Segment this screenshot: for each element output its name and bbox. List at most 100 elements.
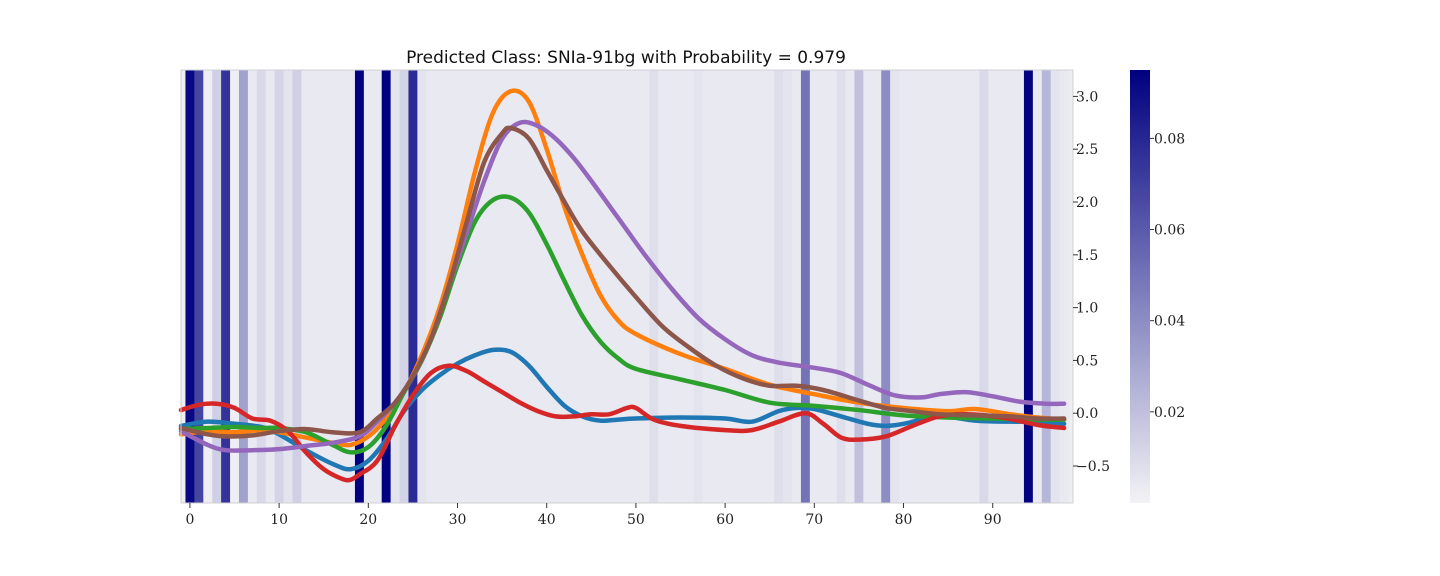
x-tick-label: 0 (185, 512, 194, 528)
attention-band (185, 70, 195, 503)
attention-band (390, 70, 400, 503)
attention-band (372, 70, 383, 503)
attention-band (845, 70, 855, 503)
attention-band (631, 70, 641, 503)
series-line-6 (178, 125, 1067, 439)
attention-band (827, 70, 838, 503)
attention-band (506, 70, 516, 503)
attention-band (890, 70, 900, 503)
attention-band (872, 70, 882, 503)
attention-band (1050, 70, 1061, 503)
attention-band (934, 70, 945, 503)
attention-band (479, 70, 490, 503)
attention-band (613, 70, 623, 503)
attention-band (863, 70, 873, 503)
attention-band (649, 70, 659, 503)
attention-band (256, 70, 267, 503)
y-tick-label: 0.5 (1076, 353, 1098, 369)
attention-band (943, 70, 953, 503)
attention-band (542, 70, 552, 503)
attention-band (997, 70, 1007, 503)
attention-band (640, 70, 650, 503)
x-tick-label: 20 (359, 512, 377, 528)
attention-band (247, 70, 258, 503)
colorbar-tick-label: 0.02 (1154, 405, 1185, 421)
attention-band (337, 70, 347, 503)
series-line-5 (178, 119, 1067, 453)
attention-band (1059, 70, 1069, 503)
attention-band (792, 70, 802, 503)
attention-band (676, 70, 686, 503)
attention-band (203, 70, 213, 503)
attention-band (702, 70, 713, 503)
y-tick-label: 1.0 (1076, 301, 1098, 317)
y-tick-label: 1.5 (1076, 248, 1098, 264)
attention-band (907, 70, 918, 503)
attention-band (720, 70, 730, 503)
attention-band (292, 70, 302, 503)
chart-title: Predicted Class: SNIa-91bg with Probabil… (406, 48, 846, 68)
attention-band (408, 70, 418, 503)
attention-band (417, 70, 427, 503)
colorbar-tick-label: 0.08 (1154, 131, 1185, 147)
attention-band (363, 70, 374, 503)
attention-band (881, 70, 891, 503)
attention-band (569, 70, 579, 503)
attention-band (952, 70, 962, 503)
attention-band (426, 70, 436, 503)
attention-band (577, 70, 588, 503)
x-axis: 0 10 20 30 40 50 60 70 80 90 (185, 503, 1002, 528)
x-tick-label: 30 (449, 512, 467, 528)
attention-band (524, 70, 534, 503)
attention-band (1032, 70, 1043, 503)
attention-band (729, 70, 739, 503)
x-tick-label: 80 (895, 512, 913, 528)
attention-band (818, 70, 829, 503)
attention-band (595, 70, 606, 503)
attention-band (328, 70, 338, 503)
attention-band (194, 70, 204, 503)
attention-band (488, 70, 499, 503)
plot-area (178, 69, 1074, 504)
colorbar-gradient (1130, 70, 1150, 503)
attention-band (693, 70, 704, 503)
attention-band (533, 70, 543, 503)
attention-band (756, 70, 766, 503)
attention-band (988, 70, 998, 503)
attention-band (551, 70, 561, 503)
attention-band (979, 70, 989, 503)
attention-band (212, 70, 222, 503)
colorbar-ticks: 0.02 0.04 0.06 0.08 (1150, 131, 1185, 421)
attention-band (435, 70, 445, 503)
y-tick-label: 0.0 (1076, 406, 1098, 422)
attention-band (738, 70, 748, 503)
attention-band (854, 70, 864, 503)
attention-band (1006, 70, 1016, 503)
y-axis: −0.5 0.0 0.5 1.0 1.5 2.0 2.5 3.0 (1073, 89, 1110, 475)
y-tick-label: 3.0 (1076, 89, 1098, 105)
attention-band (809, 70, 820, 503)
colorbar-tick-label: 0.06 (1154, 223, 1185, 239)
attention-band (265, 70, 276, 503)
attention-bands (185, 70, 1069, 503)
attention-band (221, 70, 231, 503)
attention-band (747, 70, 757, 503)
attention-band (658, 70, 668, 503)
attention-band (916, 70, 927, 503)
attention-band (301, 70, 311, 503)
attention-band (774, 70, 784, 503)
x-tick-label: 60 (716, 512, 734, 528)
attention-band (586, 70, 597, 503)
attention-band (961, 70, 971, 503)
series-line-1 (178, 347, 1067, 472)
attention-band (461, 70, 472, 503)
series-lines (178, 88, 1067, 483)
attention-band (319, 70, 329, 503)
y-tick-label: 2.5 (1076, 142, 1098, 158)
series-line-3 (178, 194, 1067, 455)
attention-band (684, 70, 695, 503)
attention-band (470, 70, 481, 503)
x-tick-label: 70 (805, 512, 823, 528)
attention-band (310, 70, 320, 503)
